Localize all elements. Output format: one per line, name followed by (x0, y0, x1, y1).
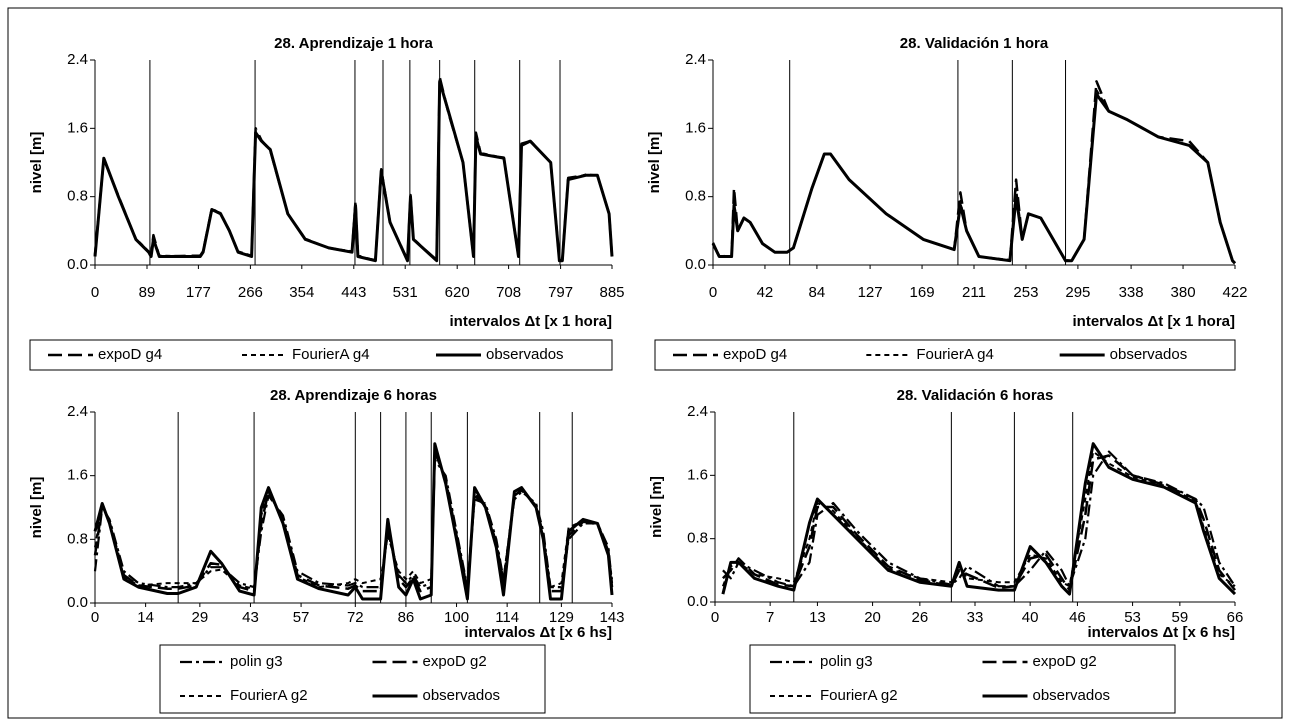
x-axis-label: intervalos Δt [x 1 hora] (1073, 313, 1236, 330)
series-line (721, 450, 1236, 588)
x-tick-label: 177 (186, 284, 211, 301)
x-tick-label: 253 (1013, 284, 1038, 301)
y-axis-label: nivel [m] (648, 476, 665, 538)
x-tick-label: 0 (91, 284, 99, 301)
x-tick-label: 211 (962, 284, 986, 301)
x-tick-label: 26 (912, 609, 929, 626)
legend-label: expoD g2 (1033, 653, 1097, 670)
legend-label: observados (1110, 346, 1188, 363)
legend-box (159, 644, 546, 714)
x-tick-label: 885 (599, 284, 624, 301)
x-tick-label: 66 (1227, 609, 1244, 626)
series-line (721, 442, 1237, 596)
series-line (711, 92, 1237, 265)
x-tick-label: 380 (1171, 284, 1196, 301)
chart-title: 28. Validación 6 horas (897, 387, 1054, 404)
y-axis-label: nivel [m] (28, 132, 45, 194)
legend-label: expoD g4 (723, 346, 787, 363)
x-tick-label: 33 (967, 609, 984, 626)
y-tick-label: 0.8 (685, 188, 706, 205)
y-axis-label: nivel [m] (28, 477, 45, 539)
x-tick-label: 127 (858, 284, 883, 301)
y-tick-label: 0.8 (67, 530, 88, 547)
y-tick-label: 1.6 (687, 466, 708, 483)
legend-label: polin g3 (820, 653, 873, 670)
x-tick-label: 89 (139, 284, 156, 301)
chart-title: 28. Validación 1 hora (900, 35, 1049, 52)
y-axis-label: nivel [m] (646, 132, 663, 194)
legend-label: FourierA g2 (230, 687, 308, 704)
series-line (93, 79, 614, 263)
x-tick-label: 100 (444, 609, 469, 626)
x-tick-label: 29 (192, 609, 209, 626)
x-tick-label: 266 (238, 284, 263, 301)
x-tick-label: 84 (809, 284, 826, 301)
legend-label: expoD g2 (423, 653, 487, 670)
series-line (94, 446, 613, 590)
legend-box (29, 339, 613, 371)
x-tick-label: 708 (496, 284, 521, 301)
x-axis-label: intervalos Δt [x 6 hs] (1088, 624, 1236, 641)
x-tick-label: 0 (709, 284, 717, 301)
x-tick-label: 13 (809, 609, 826, 626)
y-tick-label: 0.0 (687, 593, 708, 610)
y-tick-label: 0.0 (67, 594, 88, 611)
y-tick-label: 2.4 (687, 403, 708, 420)
legend-label: FourierA g2 (820, 687, 898, 704)
x-tick-label: 46 (1069, 609, 1086, 626)
x-tick-label: 338 (1119, 284, 1144, 301)
y-tick-label: 0.0 (685, 256, 706, 273)
legend-label: FourierA g4 (916, 346, 994, 363)
x-tick-label: 443 (341, 284, 366, 301)
x-tick-label: 620 (445, 284, 470, 301)
legend-label: observados (423, 687, 501, 704)
x-tick-label: 114 (495, 609, 519, 626)
x-tick-label: 797 (548, 284, 573, 301)
legend-label: FourierA g4 (292, 346, 370, 363)
x-tick-label: 59 (1172, 609, 1189, 626)
x-tick-label: 0 (91, 609, 99, 626)
x-tick-label: 72 (347, 609, 364, 626)
legend-label: polin g3 (230, 653, 283, 670)
legend-label: observados (486, 346, 564, 363)
x-tick-label: 40 (1022, 609, 1039, 626)
x-tick-label: 295 (1065, 284, 1090, 301)
x-tick-label: 129 (549, 609, 574, 626)
x-tick-label: 42 (757, 284, 774, 301)
y-tick-label: 0.0 (67, 256, 88, 273)
x-tick-label: 531 (393, 284, 418, 301)
legend-box (749, 644, 1176, 714)
x-tick-label: 0 (711, 609, 719, 626)
x-tick-label: 7 (766, 609, 774, 626)
x-axis-label: intervalos Δt [x 6 hs] (465, 624, 613, 641)
x-tick-label: 169 (910, 284, 935, 301)
x-tick-label: 143 (599, 609, 624, 626)
legend-label: observados (1033, 687, 1111, 704)
x-tick-label: 354 (289, 284, 314, 301)
x-tick-label: 14 (137, 609, 154, 626)
x-tick-label: 422 (1222, 284, 1247, 301)
y-tick-label: 1.6 (67, 467, 88, 484)
x-tick-label: 20 (864, 609, 881, 626)
chart-title: 28. Aprendizaje 6 horas (270, 387, 437, 404)
legend-box (654, 339, 1236, 371)
y-tick-label: 1.6 (685, 119, 706, 136)
y-tick-label: 0.8 (67, 188, 88, 205)
chart-title: 28. Aprendizaje 1 hora (274, 35, 433, 52)
x-tick-label: 53 (1124, 609, 1141, 626)
y-tick-label: 1.6 (67, 119, 88, 136)
x-axis-label: intervalos Δt [x 1 hora] (450, 313, 613, 330)
x-tick-label: 86 (398, 609, 415, 626)
y-tick-label: 2.4 (67, 51, 88, 68)
series-line (722, 454, 1236, 592)
series-line (93, 442, 614, 601)
y-tick-label: 0.8 (687, 530, 708, 547)
y-tick-label: 2.4 (685, 51, 706, 68)
x-tick-label: 43 (242, 609, 259, 626)
y-tick-label: 2.4 (67, 403, 88, 420)
legend-label: expoD g4 (98, 346, 162, 363)
x-tick-label: 57 (293, 609, 310, 626)
